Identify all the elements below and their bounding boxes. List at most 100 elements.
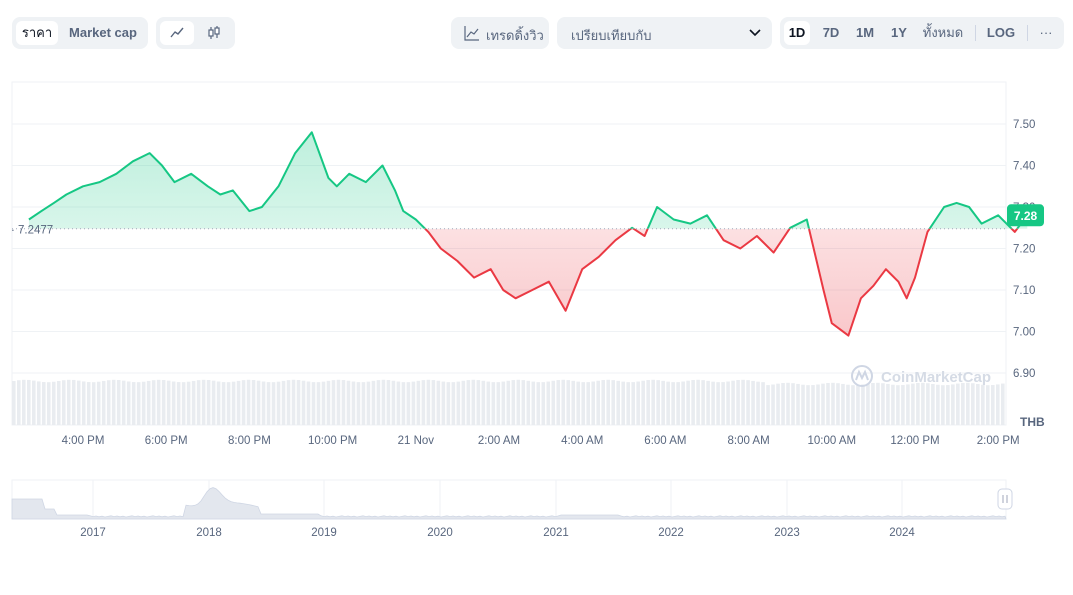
volume-bar — [341, 380, 346, 425]
volume-bar — [911, 383, 915, 425]
volume-bar — [256, 380, 261, 425]
volume-bar — [586, 382, 591, 425]
volume-bar — [736, 380, 740, 425]
tradingview-button[interactable]: เทรดดิ้งวิว — [451, 17, 549, 49]
volume-bar — [176, 382, 181, 425]
volume-bar — [616, 380, 620, 425]
volume-bar — [321, 381, 326, 425]
volume-bar — [631, 382, 635, 425]
volume-bar — [66, 379, 71, 425]
volume-bar — [906, 384, 910, 425]
watermark-text: CoinMarketCap — [881, 369, 991, 386]
volume-bar — [771, 384, 775, 425]
volume-bar — [936, 384, 940, 425]
range-divider — [975, 25, 976, 41]
volume-bar — [276, 381, 281, 425]
volume-bar — [41, 382, 46, 425]
volume-bar — [971, 383, 975, 425]
volume-bar — [476, 380, 481, 425]
volume-bar — [86, 382, 91, 425]
volume-bar — [761, 382, 765, 425]
volume-bar — [766, 385, 770, 425]
range-1y[interactable]: 1Y — [891, 25, 907, 40]
volume-bar — [246, 379, 251, 425]
volume-bar — [71, 379, 76, 425]
y-tick-label: 7.10 — [1013, 285, 1035, 297]
volume-bar — [26, 379, 31, 425]
volume-bar — [491, 382, 496, 425]
overview-year-label: 2020 — [427, 527, 453, 539]
volume-bar — [841, 383, 845, 425]
volume-bar — [151, 380, 156, 425]
volume-bar — [371, 380, 376, 425]
volume-bar — [226, 382, 231, 425]
volume-bar — [431, 380, 436, 425]
volume-bar — [916, 382, 920, 425]
volume-bar — [856, 385, 860, 425]
range-all[interactable]: ทั้งหมด — [922, 25, 964, 40]
compare-dropdown[interactable]: เปรียบเทียบกับ — [557, 17, 772, 49]
volume-bar — [876, 382, 880, 425]
volume-bar — [316, 382, 321, 425]
volume-bar — [186, 381, 191, 425]
volume-bar — [211, 380, 216, 425]
area-below-baseline — [425, 228, 1018, 336]
volume-bar — [726, 381, 730, 425]
y-tick-label: 7.20 — [1013, 244, 1035, 256]
overview-handle[interactable] — [997, 488, 1013, 510]
volume-bar — [996, 384, 1000, 425]
volume-bar — [956, 383, 960, 425]
volume-bar — [606, 379, 610, 425]
chart-type-toggle — [156, 17, 235, 49]
volume-bar — [891, 384, 895, 425]
volume-bar — [571, 380, 576, 425]
line-chart-icon[interactable] — [160, 21, 194, 45]
volume-bar — [181, 382, 186, 425]
range-1d[interactable]: 1D — [784, 21, 810, 45]
candlestick-icon[interactable] — [198, 21, 230, 45]
volume-bar — [516, 379, 521, 425]
volume-bar — [416, 380, 421, 425]
baseline-marker: · — [11, 225, 15, 237]
area-above-baseline — [28, 132, 1028, 229]
volume-bar — [581, 382, 586, 425]
volume-bar — [346, 380, 351, 425]
volume-bar — [271, 382, 276, 425]
volume-bar — [511, 380, 516, 425]
x-tick-label: 10:00 PM — [308, 435, 357, 447]
volume-bar — [791, 383, 795, 425]
volume-bar — [291, 379, 296, 425]
volume-bar — [981, 384, 985, 425]
volume-bar — [266, 382, 271, 425]
price-line-up — [28, 131, 1029, 229]
more-options-button[interactable]: ··· — [1039, 25, 1053, 40]
volume-bar — [921, 382, 925, 425]
range-7d[interactable]: 7D — [822, 25, 840, 40]
volume-bar — [626, 382, 630, 425]
volume-bar — [806, 385, 810, 425]
volume-bar — [536, 382, 541, 425]
volume-bar — [411, 381, 416, 425]
tab-price[interactable]: ราคา — [16, 21, 58, 45]
volume-bar — [621, 381, 625, 425]
coinmarketcap-watermark: CoinMarketCap — [851, 365, 991, 387]
x-tick-label: 10:00 AM — [808, 435, 857, 447]
volume-bar — [481, 380, 486, 425]
volume-bar — [926, 383, 930, 425]
volume-bar — [961, 382, 965, 425]
volume-bar — [451, 382, 456, 425]
volume-bar — [12, 381, 16, 425]
volume-bar — [366, 381, 371, 425]
volume-bar — [216, 381, 221, 425]
x-tick-label: 2:00 PM — [977, 435, 1020, 447]
log-scale-toggle[interactable]: LOG — [986, 25, 1016, 40]
x-tick-label: 2:00 AM — [478, 435, 520, 447]
baseline-label: 7.2477 — [18, 225, 53, 237]
range-1m[interactable]: 1M — [855, 25, 875, 40]
y-tick-label: 7.40 — [1013, 161, 1035, 173]
volume-bar — [671, 382, 675, 425]
volume-bar — [811, 385, 815, 425]
price-marketcap-toggle: ราคา Market cap — [12, 17, 148, 49]
tab-market-cap[interactable]: Market cap — [69, 25, 137, 40]
